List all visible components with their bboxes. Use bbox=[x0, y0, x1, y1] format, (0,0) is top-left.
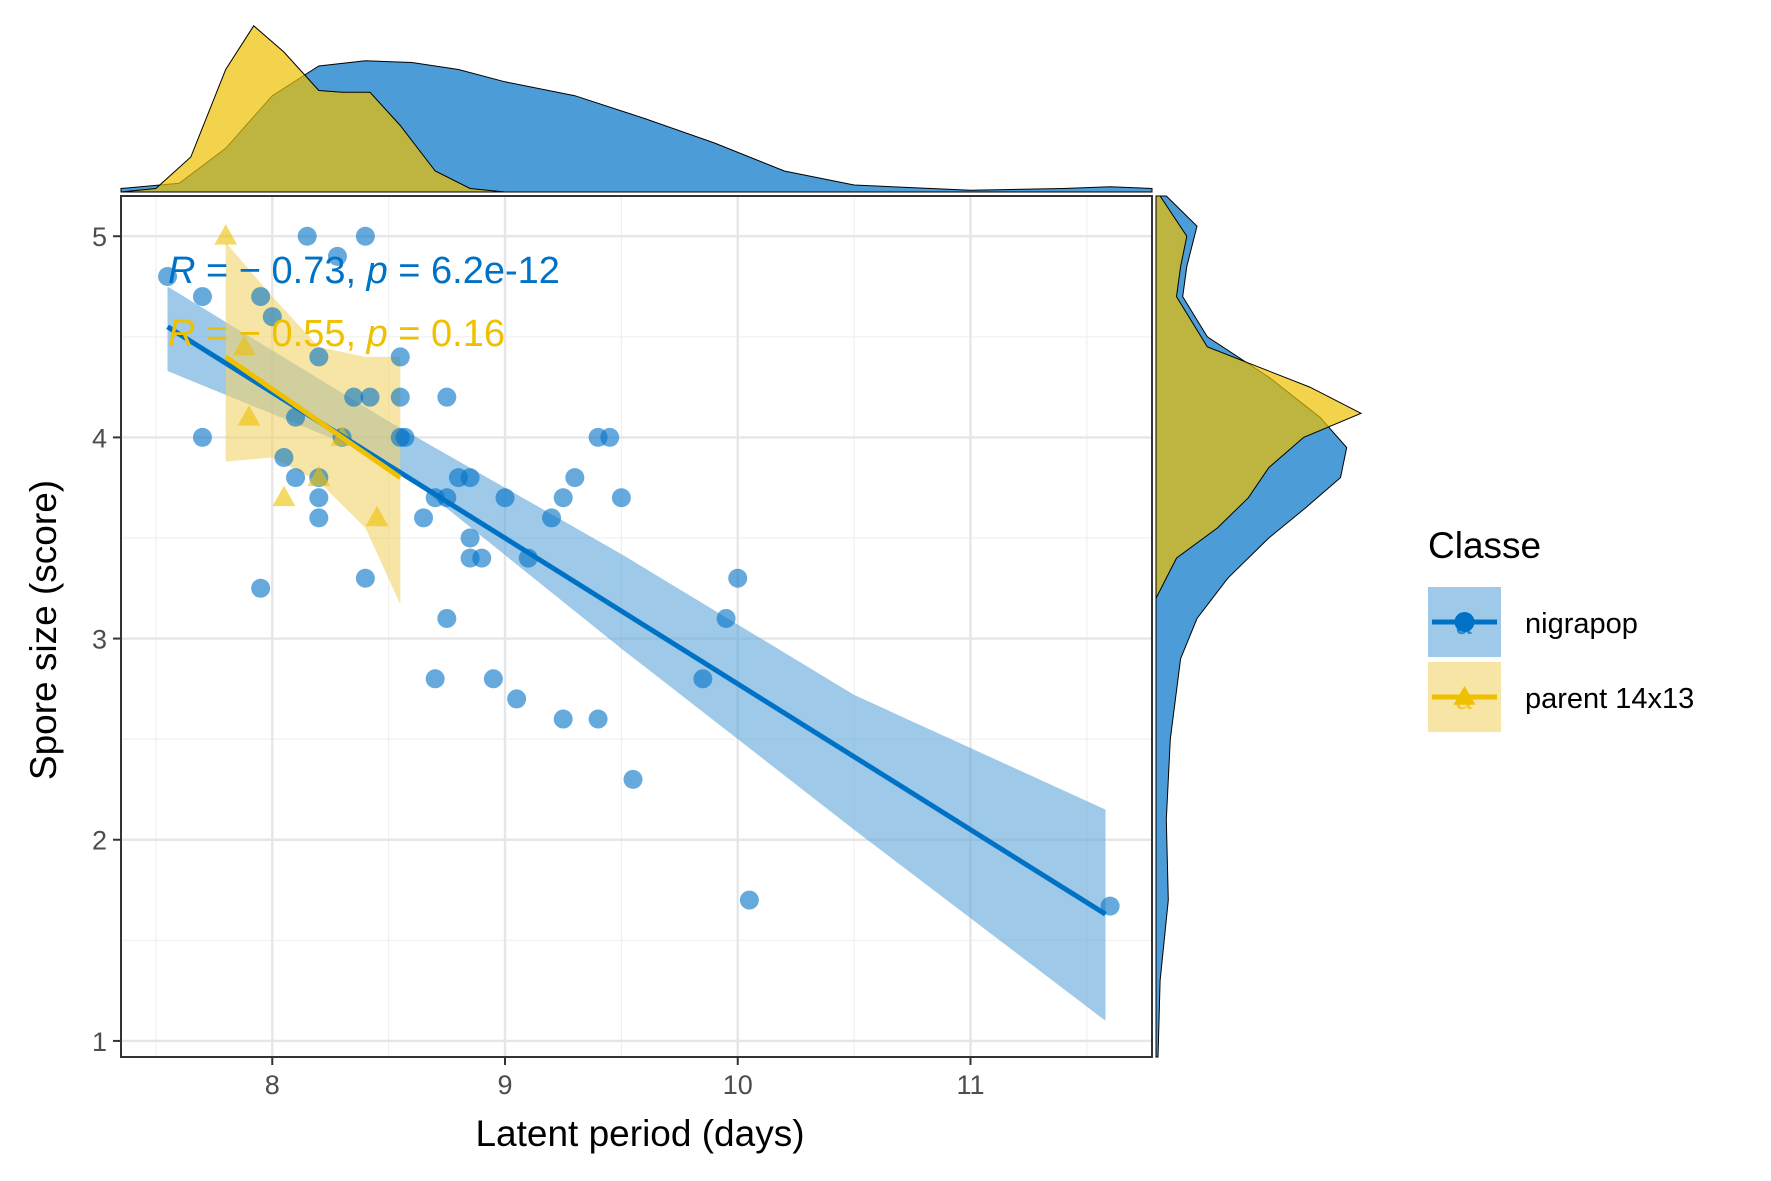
correlation-annotations: R = − 0.73, p = 6.2e-12R = − 0.55, p = 0… bbox=[168, 250, 560, 355]
data-point-circle bbox=[623, 769, 643, 789]
legend-key-glyph: a bbox=[1456, 683, 1473, 716]
data-point-circle bbox=[542, 508, 562, 528]
data-point-circle bbox=[192, 287, 212, 307]
data-point-circle bbox=[251, 287, 271, 307]
data-point-circle bbox=[553, 488, 573, 508]
plot-border bbox=[120, 195, 1153, 1058]
data-point-circle bbox=[309, 508, 329, 528]
y-axis-title: Spore size (score) bbox=[23, 480, 64, 780]
annotation-part: R bbox=[168, 313, 195, 355]
y-tick-label: 3 bbox=[92, 625, 107, 655]
data-point-circle bbox=[437, 387, 457, 407]
legend-title: Classe bbox=[1428, 525, 1541, 566]
top-density-curve bbox=[120, 25, 506, 193]
data-point-circle bbox=[251, 578, 271, 598]
y-tick-label: 5 bbox=[92, 222, 107, 252]
data-point-circle bbox=[414, 508, 434, 528]
data-point-circle bbox=[344, 387, 364, 407]
data-point-circle bbox=[460, 528, 480, 548]
data-point-triangle bbox=[232, 334, 256, 356]
data-point-circle bbox=[728, 568, 748, 588]
data-point-circle bbox=[297, 226, 317, 246]
right-density-curve bbox=[1155, 195, 1363, 599]
data-point-triangle bbox=[365, 505, 389, 527]
data-point-circle bbox=[600, 427, 620, 447]
confidence-band bbox=[225, 242, 401, 605]
data-point-circle bbox=[286, 468, 306, 488]
legend-key-triangle bbox=[1453, 686, 1476, 705]
data-point-circle bbox=[716, 608, 736, 628]
correlation-annotation: R = − 0.55, p = 0.16 bbox=[168, 313, 505, 355]
data-point-circle bbox=[158, 266, 178, 286]
data-point-circle bbox=[309, 347, 329, 367]
annotation-part: R bbox=[168, 250, 195, 292]
correlation-annotation: R = − 0.73, p = 6.2e-12 bbox=[168, 250, 560, 292]
x-axis-title: Latent period (days) bbox=[475, 1113, 804, 1154]
x-tick-label: 11 bbox=[956, 1070, 984, 1100]
legend-key-glyph: a bbox=[1456, 608, 1473, 641]
data-point-circle bbox=[360, 387, 380, 407]
data-point-triangle bbox=[307, 465, 331, 487]
data-point-circle bbox=[460, 468, 480, 488]
top-density-panel bbox=[120, 25, 1153, 193]
x-tick-label: 10 bbox=[723, 1070, 753, 1100]
data-point-circle bbox=[483, 669, 503, 689]
data-point-circle bbox=[565, 468, 585, 488]
data-point-circle bbox=[262, 307, 282, 327]
data-point-circle bbox=[327, 246, 347, 266]
annotation-part: = − 0.55, bbox=[195, 313, 366, 355]
data-point-circle bbox=[355, 226, 375, 246]
data-point-circle bbox=[437, 608, 457, 628]
y-tick-label: 4 bbox=[92, 423, 107, 453]
data-point-circle bbox=[739, 890, 759, 910]
data-point-circle bbox=[355, 568, 375, 588]
data-point-circle bbox=[693, 669, 713, 689]
annotation-part: = 0.16 bbox=[388, 313, 505, 355]
data-point-circle bbox=[472, 548, 492, 568]
data-point-circle bbox=[192, 427, 212, 447]
regression-lines bbox=[166, 324, 1107, 917]
x-tick-label: 9 bbox=[497, 1070, 512, 1100]
regression-line bbox=[224, 354, 402, 480]
x-tick-label: 8 bbox=[265, 1070, 280, 1100]
x-axis: 8 9 10 11 bbox=[265, 1057, 984, 1100]
annotation-part: p bbox=[366, 313, 388, 355]
annotation-part: = − 0.73, bbox=[195, 250, 366, 292]
data-point-circle bbox=[274, 448, 294, 468]
y-tick-label: 2 bbox=[92, 826, 107, 856]
legend-label: parent 14x13 bbox=[1525, 683, 1694, 715]
data-point-triangle bbox=[272, 485, 296, 507]
data-point-circle bbox=[390, 387, 410, 407]
y-tick-label: 1 bbox=[92, 1027, 107, 1057]
data-point-circle bbox=[425, 669, 445, 689]
data-point-circle bbox=[507, 689, 527, 709]
data-point-circle bbox=[611, 488, 631, 508]
data-point-circle bbox=[309, 488, 329, 508]
data-point-circle bbox=[1100, 896, 1120, 916]
legend-label: nigrapop bbox=[1525, 608, 1638, 640]
data-point-triangle bbox=[237, 405, 261, 426]
data-points bbox=[158, 224, 1120, 916]
confidence-band bbox=[167, 286, 1106, 1021]
data-point-circle bbox=[395, 427, 415, 447]
legend-key-circle bbox=[1454, 612, 1475, 632]
y-axis: 1 2 3 4 5 bbox=[92, 222, 121, 1057]
data-point-triangle bbox=[214, 224, 238, 245]
data-point-circle bbox=[495, 488, 515, 508]
annotation-part: p bbox=[366, 250, 388, 292]
legend: Classe a nigrapop a parent 14x13 bbox=[1428, 525, 1694, 732]
data-point-circle bbox=[390, 347, 410, 367]
right-density-panel bbox=[1155, 195, 1363, 1058]
data-point-circle bbox=[553, 709, 573, 729]
data-point-circle bbox=[588, 709, 608, 729]
annotation-part: = 6.2e-12 bbox=[388, 250, 560, 292]
confidence-bands bbox=[167, 242, 1106, 1021]
